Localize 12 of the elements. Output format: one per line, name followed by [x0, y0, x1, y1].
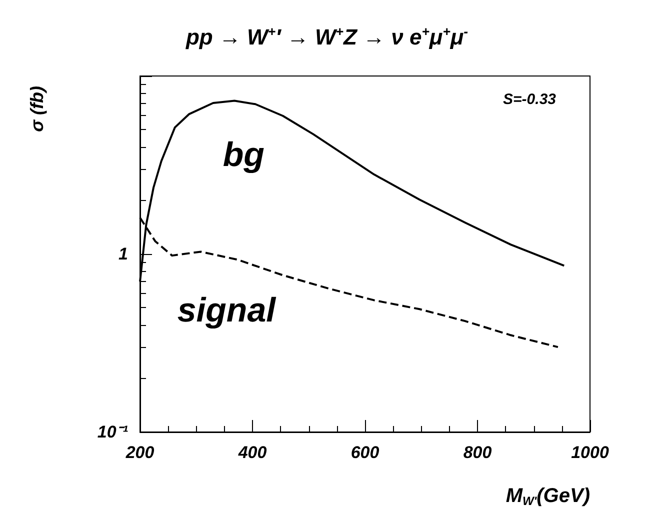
y-tick-label: 1: [118, 244, 128, 264]
series-label: bg: [222, 136, 265, 174]
x-tick-label: 400: [237, 443, 268, 462]
chart-title: pp → W+′ → W+Z → ν e+μ+μ-: [186, 24, 468, 50]
series-label: signal: [177, 292, 278, 330]
x-tick-label: 600: [350, 443, 380, 462]
annotation: S=-0.33: [503, 91, 557, 108]
x-tick-label: 800: [463, 443, 492, 462]
y-tick-label: 10⁻¹: [97, 422, 128, 442]
x-tick-label: 1000: [571, 443, 610, 462]
y-axis-title: σ (fb): [27, 86, 47, 132]
x-tick-label: 200: [124, 443, 155, 462]
